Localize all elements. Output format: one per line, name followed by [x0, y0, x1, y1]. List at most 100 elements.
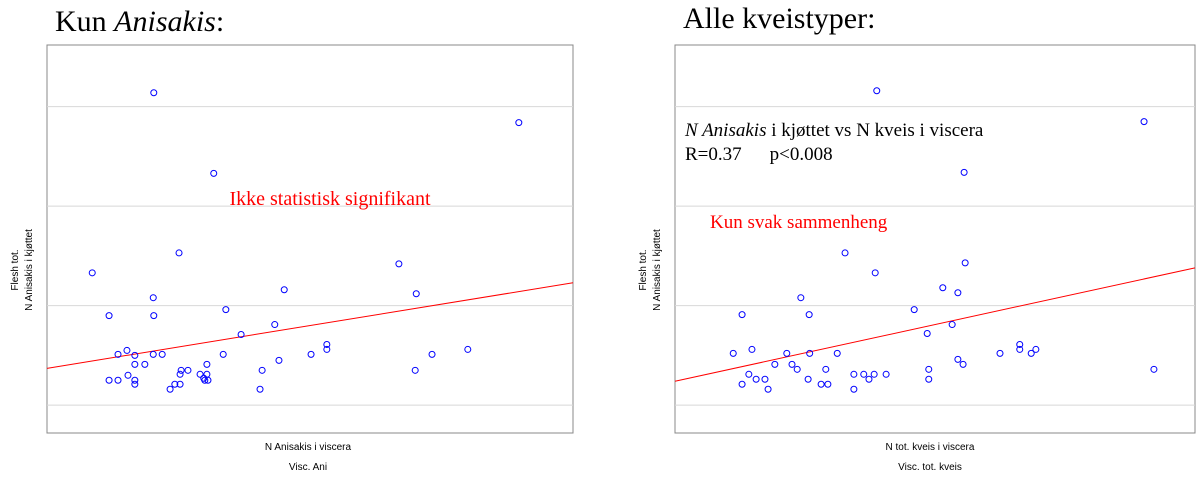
point — [141, 360, 149, 368]
point — [150, 89, 158, 97]
point — [114, 376, 122, 384]
point — [748, 345, 756, 353]
y-axis-label: N Anisakis i kjøttet — [652, 229, 663, 311]
point — [738, 311, 746, 319]
y-axis-label: Flesh tot. — [638, 249, 649, 290]
point — [271, 321, 279, 329]
point — [745, 370, 753, 378]
point — [871, 269, 879, 277]
y-axis-label: Flesh tot. — [10, 249, 21, 290]
point — [256, 385, 264, 393]
point — [196, 370, 204, 378]
point — [960, 168, 968, 176]
point — [804, 375, 812, 383]
point — [817, 380, 825, 388]
text-part: p<0.008 — [770, 144, 833, 165]
point — [771, 360, 779, 368]
point — [1016, 340, 1024, 348]
point — [788, 360, 796, 368]
point — [515, 119, 523, 127]
text-part: Ikke statistisk signifikant — [229, 188, 431, 210]
text-part: N Anisakis — [684, 120, 766, 141]
point — [203, 370, 211, 378]
text-part: R=0.37 — [685, 144, 742, 165]
point — [954, 355, 962, 363]
point — [959, 360, 967, 368]
point — [88, 269, 96, 277]
plot-frame — [46, 44, 574, 434]
x-axis-label: Visc. tot. kveis — [898, 462, 962, 473]
point — [323, 340, 331, 348]
point — [149, 294, 157, 302]
point — [395, 260, 403, 268]
point — [806, 349, 814, 357]
point — [149, 350, 157, 358]
point — [783, 349, 791, 357]
point — [860, 370, 868, 378]
text-part: i kjøttet vs N kveis i viscera — [766, 120, 983, 141]
point — [323, 345, 331, 353]
point — [761, 375, 769, 383]
chart: Alle kveistyper:Flesh tot. N Anisakis i k… — [638, 2, 1196, 473]
point — [822, 365, 830, 373]
point — [873, 87, 881, 95]
point — [841, 249, 849, 257]
point — [797, 294, 805, 302]
point — [203, 360, 211, 368]
point — [948, 321, 956, 329]
text-part: Alle kveistyper: — [683, 2, 875, 35]
point — [150, 312, 158, 320]
point — [219, 350, 227, 358]
point — [729, 349, 737, 357]
point — [850, 385, 858, 393]
point — [105, 376, 113, 384]
point — [925, 375, 933, 383]
point — [131, 376, 139, 384]
point — [961, 259, 969, 267]
x-axis-label: N Anisakis i viscera — [265, 442, 352, 453]
text-part: Kun — [55, 5, 114, 38]
trend-line — [46, 282, 574, 369]
text-part: Anisakis — [112, 5, 216, 38]
point — [307, 350, 315, 358]
point — [275, 356, 283, 364]
point — [280, 286, 288, 294]
point — [222, 306, 230, 314]
point — [131, 380, 139, 388]
point — [764, 385, 772, 393]
chart-title: Kun Anisakis: — [55, 5, 224, 38]
x-axis-label: Visc. Ani — [289, 462, 327, 473]
point — [910, 306, 918, 314]
point — [105, 312, 113, 320]
point — [752, 375, 760, 383]
plot-frame — [674, 44, 1196, 434]
point — [411, 366, 419, 374]
annotation: Ikke statistisk signifikant — [229, 188, 431, 210]
point — [1150, 365, 1158, 373]
point — [882, 370, 890, 378]
chart-title: Alle kveistyper: — [683, 2, 875, 35]
point — [131, 360, 139, 368]
point — [464, 345, 472, 353]
point — [865, 375, 873, 383]
point — [237, 331, 245, 339]
point — [131, 351, 139, 359]
point — [870, 370, 878, 378]
point — [1140, 118, 1148, 126]
point — [850, 370, 858, 378]
point — [793, 365, 801, 373]
point — [124, 371, 132, 379]
point — [412, 290, 420, 298]
point — [954, 289, 962, 297]
point — [204, 376, 212, 384]
annotation: R=0.37 p<0.008 — [685, 144, 833, 165]
point — [184, 366, 192, 374]
point — [833, 349, 841, 357]
point — [738, 380, 746, 388]
point — [175, 249, 183, 257]
point — [123, 346, 131, 354]
text-part: Kun svak sammenheng — [710, 212, 888, 233]
point — [824, 380, 832, 388]
point — [1016, 345, 1024, 353]
